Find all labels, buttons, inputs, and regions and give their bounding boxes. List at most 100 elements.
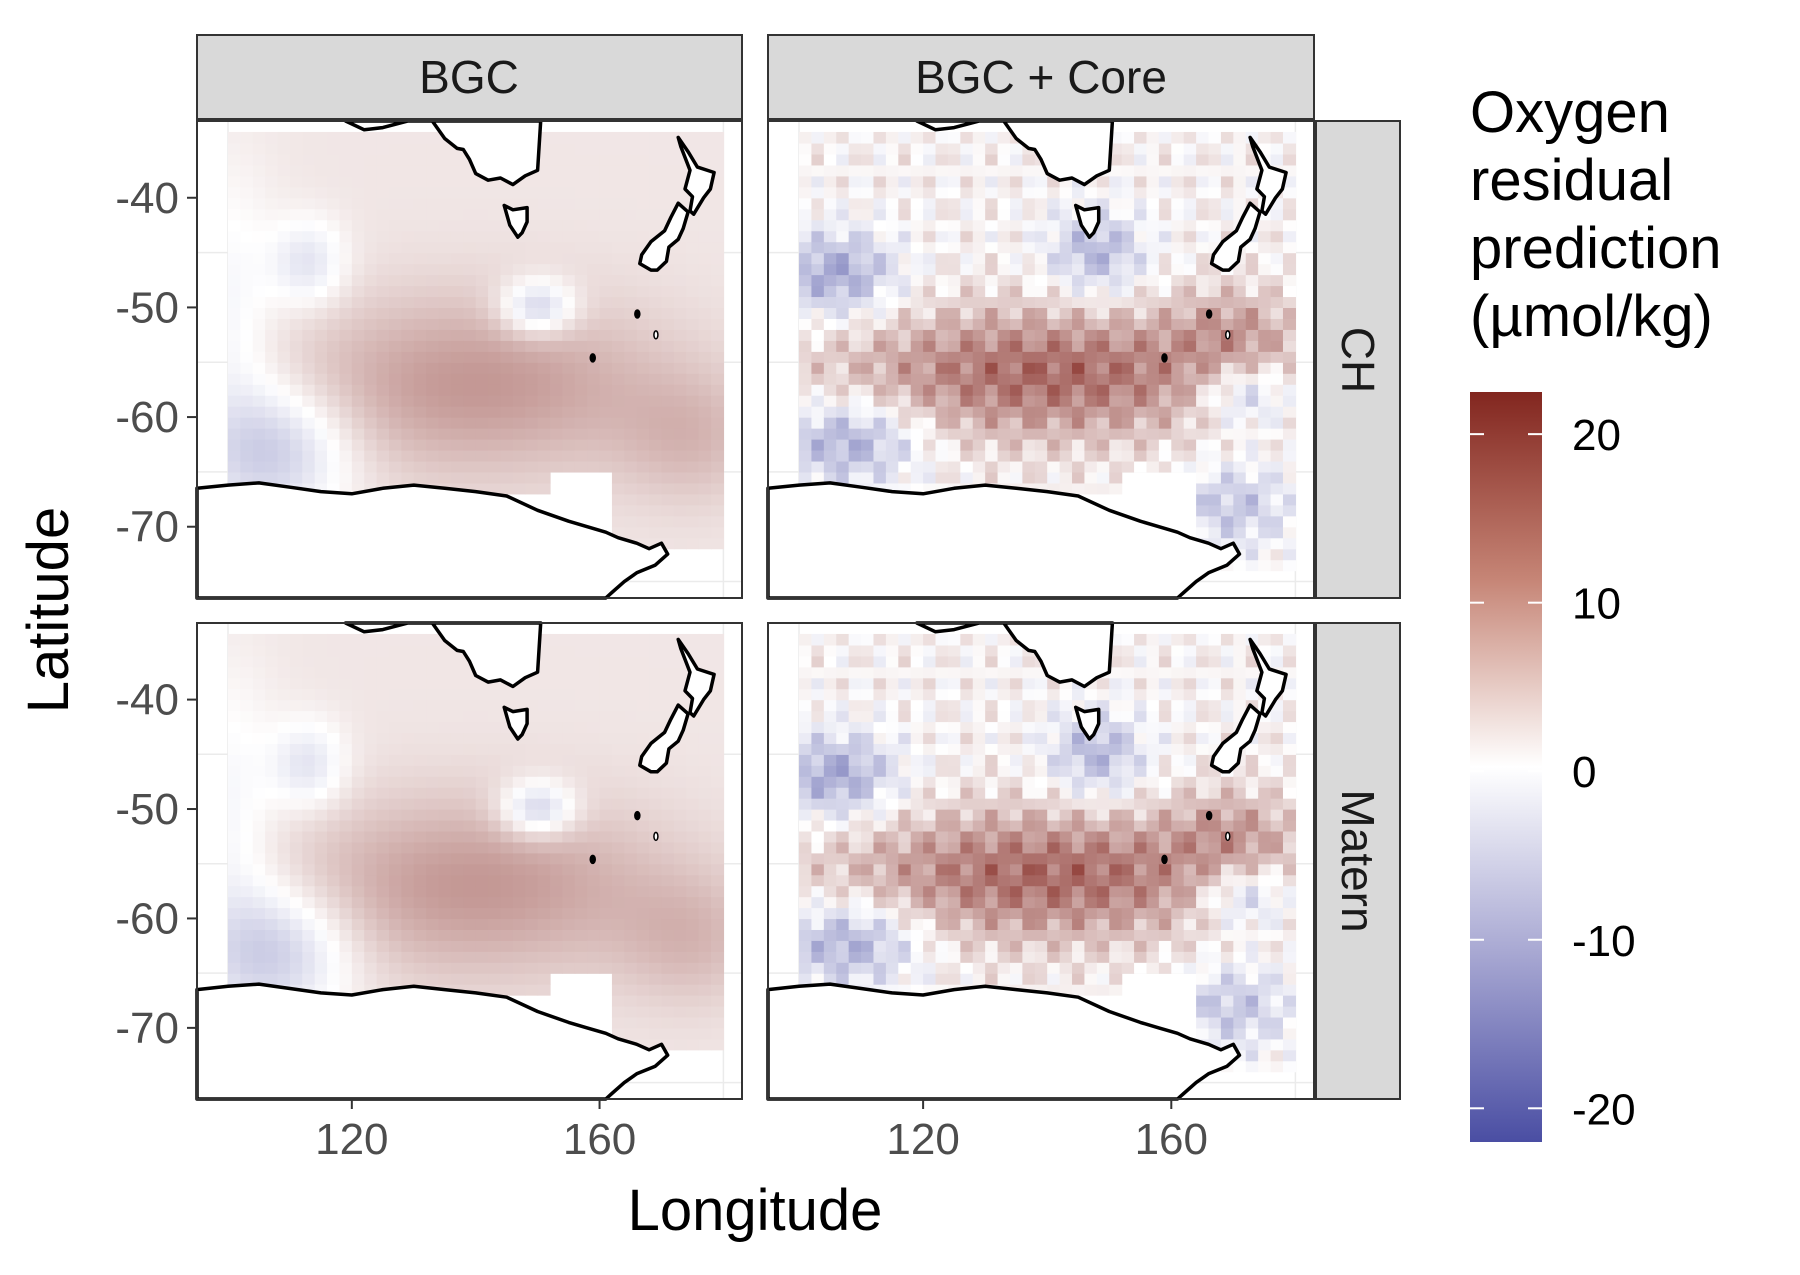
- heat-tile: [885, 984, 899, 996]
- heat-tile: [686, 819, 700, 832]
- heat-tile: [364, 677, 378, 690]
- heat-tile: [673, 809, 687, 821]
- heat-tile: [624, 285, 638, 298]
- heat-tile: [277, 852, 291, 865]
- heat-tile: [562, 142, 576, 155]
- heat-tile: [661, 164, 675, 177]
- heat-tile: [686, 351, 700, 363]
- heat-tile: [885, 940, 899, 952]
- heat-tile: [1196, 504, 1210, 517]
- heat-tile: [562, 743, 576, 755]
- heat-tile: [351, 666, 365, 679]
- heat-tile: [799, 373, 813, 385]
- heat-tile: [302, 285, 316, 298]
- heat-tile: [836, 449, 850, 462]
- heat-tile: [475, 449, 489, 462]
- heat-tile: [339, 428, 353, 440]
- heat-tile: [711, 896, 725, 909]
- heat-tile: [327, 230, 341, 243]
- heat-tile: [574, 721, 588, 734]
- heat-tile: [1109, 732, 1123, 744]
- heat-tile: [997, 721, 1011, 734]
- heat-tile: [698, 219, 712, 232]
- heat-tile: [388, 296, 402, 309]
- heat-tile: [1009, 743, 1023, 755]
- heat-tile: [673, 852, 687, 865]
- heat-tile: [861, 329, 875, 341]
- heat-tile: [364, 918, 378, 930]
- heat-tile: [537, 186, 551, 199]
- heat-tile: [302, 918, 316, 930]
- heat-tile: [711, 417, 725, 429]
- heat-tile: [661, 537, 675, 550]
- heat-tile: [935, 819, 949, 832]
- heat-tile: [550, 710, 563, 723]
- heat-tile: [1258, 526, 1272, 539]
- heat-tile: [636, 384, 650, 396]
- heat-tile: [426, 776, 440, 788]
- heat-tile: [227, 307, 241, 319]
- heat-tile: [636, 776, 650, 788]
- heat-tile: [698, 896, 712, 909]
- heat-tile: [364, 984, 378, 996]
- heat-tile: [823, 219, 837, 232]
- heat-tile: [1109, 428, 1123, 440]
- heat-tile: [512, 852, 526, 865]
- heat-tile: [1022, 406, 1036, 418]
- heat-tile: [711, 1038, 725, 1051]
- heat-tile: [823, 710, 837, 723]
- heat-tile: [512, 362, 526, 374]
- heat-tile: [1208, 175, 1222, 188]
- heat-tile: [488, 417, 502, 429]
- heat-tile: [587, 208, 601, 221]
- heat-tile: [1109, 830, 1123, 843]
- heat-tile: [289, 907, 303, 920]
- heat-tile: [985, 765, 999, 777]
- heat-tile: [364, 809, 378, 821]
- heat-tile: [426, 329, 440, 341]
- heat-tile: [711, 809, 725, 821]
- heat-tile: [376, 340, 390, 352]
- heat-tile: [227, 776, 241, 788]
- heat-tile: [1022, 973, 1036, 985]
- heat-tile: [1084, 863, 1098, 876]
- heat-tile: [885, 373, 899, 385]
- heat-tile: [811, 296, 825, 309]
- heat-tile: [537, 362, 551, 374]
- heat-tile: [985, 929, 999, 941]
- nz-north-island-coastline: [676, 637, 716, 718]
- heat-tile: [923, 362, 937, 374]
- heat-tile: [611, 765, 625, 777]
- heat-tile: [525, 699, 539, 712]
- heat-tile: [636, 973, 650, 985]
- heat-tile: [636, 841, 650, 854]
- heat-tile: [935, 263, 949, 276]
- heat-tile: [599, 929, 613, 941]
- heat-tile: [836, 197, 850, 210]
- heat-tile: [364, 798, 378, 810]
- heat-tile: [698, 252, 712, 265]
- heat-tile: [1233, 559, 1247, 572]
- heat-tile: [265, 439, 279, 451]
- heat-tile: [972, 241, 986, 254]
- heat-tile: [463, 743, 477, 755]
- heat-tile: [636, 493, 650, 506]
- heat-tile: [661, 874, 675, 887]
- heat-tile: [488, 743, 502, 755]
- heat-tile: [475, 186, 489, 199]
- heat-tile: [972, 918, 986, 930]
- heat-tile: [636, 940, 650, 952]
- heat-tile: [1096, 677, 1110, 690]
- heat-tile: [799, 384, 813, 396]
- heat-tile: [1034, 830, 1048, 843]
- heat-tile: [823, 743, 837, 755]
- heat-tile: [711, 1027, 725, 1040]
- heat-tile: [923, 907, 937, 920]
- heat-tile: [488, 830, 502, 843]
- heat-tile: [698, 340, 712, 352]
- heat-tile: [1208, 395, 1222, 407]
- heat-tile: [972, 252, 986, 265]
- heat-tile: [1121, 274, 1135, 287]
- antarctica-coastline: [766, 481, 1242, 600]
- heat-tile: [661, 307, 675, 319]
